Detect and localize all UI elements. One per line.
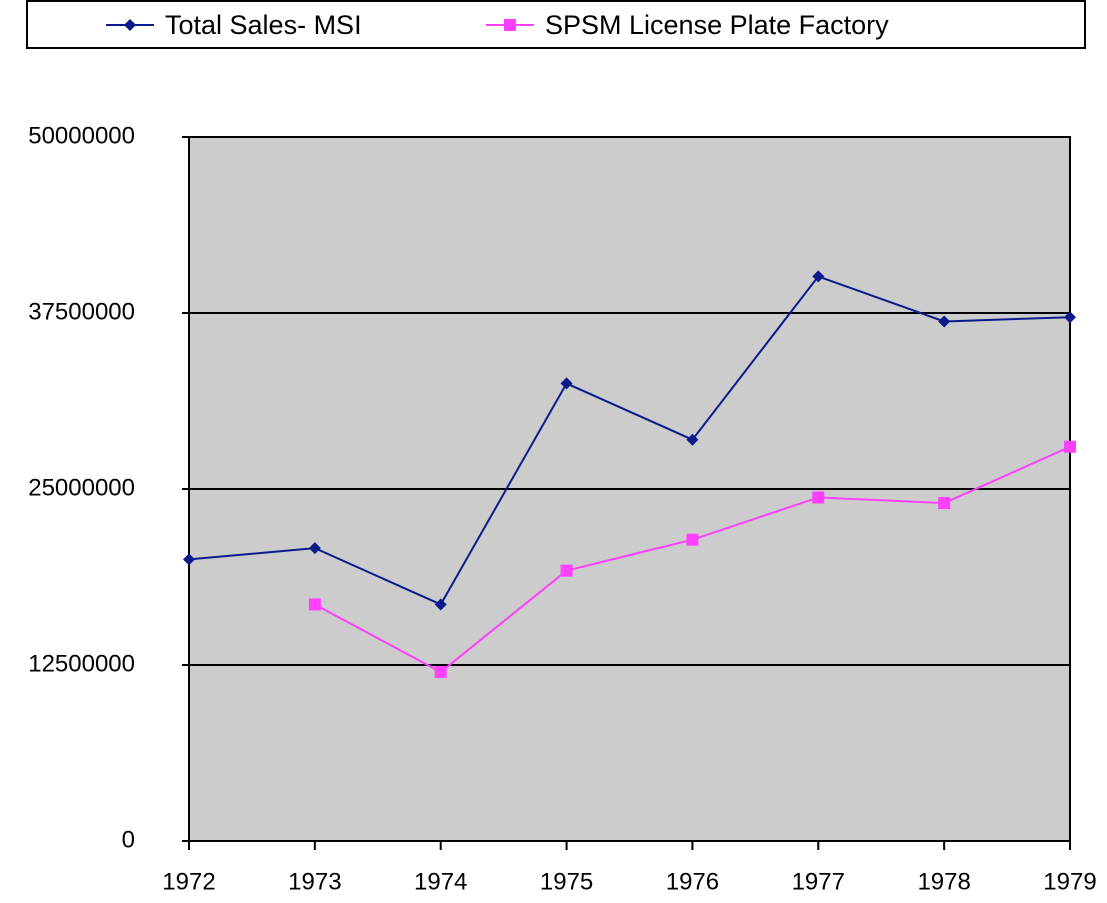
data-point — [938, 497, 951, 510]
data-point — [686, 533, 699, 546]
data-point — [560, 377, 573, 390]
legend-label: SPSM License Plate Factory — [545, 10, 889, 40]
data-point — [686, 433, 699, 446]
x-tick-label: 1975 — [540, 868, 593, 895]
data-point — [1064, 440, 1076, 453]
data-point — [1064, 311, 1076, 324]
y-tick-label: 0 — [122, 826, 135, 853]
series-line — [188, 275, 1071, 606]
data-point — [434, 666, 447, 679]
data-point — [812, 491, 825, 504]
y-tick-label: 25000000 — [28, 474, 135, 501]
x-tick-label: 1979 — [1043, 868, 1096, 895]
data-point — [183, 553, 195, 566]
x-tick-label: 1976 — [666, 868, 719, 895]
data-point — [308, 598, 321, 611]
y-tick-label: 12500000 — [28, 650, 135, 677]
x-tick-label: 1977 — [792, 868, 845, 895]
x-tick-label: 1972 — [162, 868, 215, 895]
x-tick-label: 1973 — [288, 868, 341, 895]
legend-marker — [504, 19, 516, 31]
x-tick-label: 1978 — [917, 868, 970, 895]
data-point — [434, 598, 447, 611]
data-point — [812, 270, 825, 283]
plot-border — [188, 136, 1071, 842]
y-tick-label: 37500000 — [28, 298, 135, 325]
legend-marker — [124, 19, 136, 31]
data-point — [560, 564, 573, 577]
data-point — [308, 542, 321, 555]
x-tick-label: 1974 — [414, 868, 467, 895]
legend-box — [26, 0, 1086, 49]
legend-label: Total Sales- MSI — [165, 10, 362, 40]
data-point — [938, 315, 951, 328]
y-tick-label: 50000000 — [28, 122, 135, 149]
